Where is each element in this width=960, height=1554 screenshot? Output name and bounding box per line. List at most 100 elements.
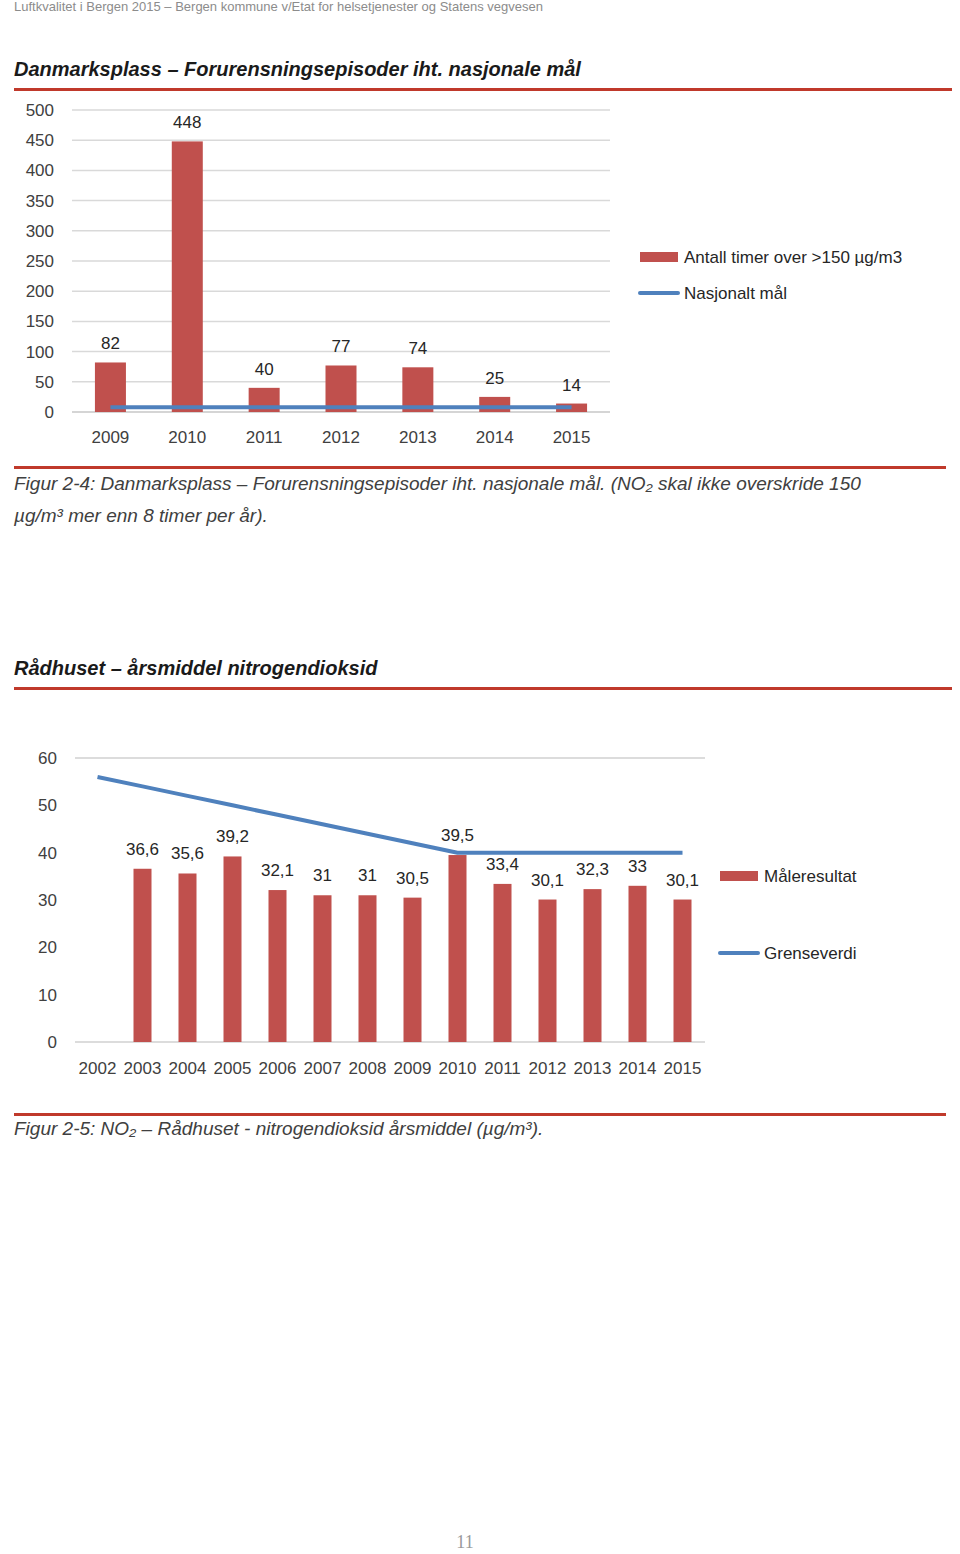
bar	[629, 886, 647, 1042]
caption-rule	[14, 1113, 946, 1116]
x-tick-label: 2012	[322, 428, 360, 447]
y-tick-label: 20	[38, 938, 57, 957]
plot-area	[98, 777, 692, 1042]
data-label: 35,6	[171, 844, 204, 863]
bar	[404, 898, 422, 1042]
caption-rule	[14, 466, 946, 469]
line	[110, 405, 571, 409]
y-tick-label: 30	[38, 891, 57, 910]
chart: Danmarksplass – Forurensningsepisoder ih…	[14, 58, 952, 469]
bar	[494, 884, 512, 1042]
legend-label: Grenseverdi	[764, 944, 857, 963]
bar	[224, 856, 242, 1042]
bar	[172, 141, 203, 412]
y-tick-label: 450	[26, 131, 54, 150]
y-tick-label: 100	[26, 343, 54, 362]
bar	[326, 365, 357, 412]
y-tick-label: 250	[26, 252, 54, 271]
data-label: 32,3	[576, 860, 609, 879]
grid-line	[72, 200, 610, 202]
data-label: 31	[358, 866, 377, 885]
chart: Rådhuset – årsmiddel nitrogendioksid 0 10 2…	[14, 657, 952, 1116]
x-tick-label: 2014	[619, 1059, 657, 1078]
data-label: 74	[408, 339, 427, 358]
y-tick-label: 0	[45, 403, 54, 422]
figure-caption: Figur 2-5: NO₂ – Rådhuset - nitrogendiok…	[14, 1113, 914, 1145]
x-tick-label: 2013	[399, 428, 437, 447]
data-label: 33,4	[486, 855, 519, 874]
y-tick-label: 10	[38, 986, 57, 1005]
title-rule	[14, 687, 952, 690]
grid-line	[72, 109, 610, 111]
data-label: 40	[255, 360, 274, 379]
data-label: 30,5	[396, 869, 429, 888]
x-tick-label: 2005	[214, 1059, 252, 1078]
legend-label: Antall timer over >150 µg/m3	[684, 248, 902, 267]
data-label: 33	[628, 857, 647, 876]
x-tick-label: 2010	[168, 428, 206, 447]
data-label: 31	[313, 866, 332, 885]
y-tick-label: 40	[38, 844, 57, 863]
x-tick-label: 2009	[394, 1059, 432, 1078]
x-tick-label: 2014	[476, 428, 514, 447]
bar	[269, 890, 287, 1042]
data-labels: 824484077742514	[101, 113, 581, 394]
y-tick-label: 0	[48, 1033, 57, 1052]
x-tick-label: 2006	[259, 1059, 297, 1078]
plot-area	[95, 141, 587, 412]
x-tick-label: 2003	[124, 1059, 162, 1078]
bar	[584, 889, 602, 1042]
y-tick-label: 150	[26, 312, 54, 331]
data-label: 39,2	[216, 827, 249, 846]
legend-swatch	[720, 871, 758, 881]
grid-line	[72, 139, 610, 141]
x-tick-label: 2011	[484, 1059, 521, 1078]
title-rule	[14, 88, 952, 91]
y-tick-label: 400	[26, 161, 54, 180]
data-label: 32,1	[261, 861, 294, 880]
bar	[359, 895, 377, 1042]
data-label: 14	[562, 376, 581, 395]
y-tick-label: 50	[38, 796, 57, 815]
y-tick-label: 500	[26, 101, 54, 120]
data-label: 448	[173, 113, 201, 132]
chart-title: Danmarksplass – Forurensningsepisoder ih…	[14, 58, 581, 80]
legend-swatch	[720, 951, 758, 955]
y-tick-label: 350	[26, 192, 54, 211]
y-tick-label: 300	[26, 222, 54, 241]
x-tick-label: 2009	[92, 428, 130, 447]
x-tick-label: 2012	[529, 1059, 567, 1078]
x-tick-label: 2008	[349, 1059, 387, 1078]
x-tick-label: 2002	[79, 1059, 117, 1078]
legend-swatch	[640, 252, 678, 262]
legend-label: Måleresultat	[764, 867, 857, 886]
x-tick-label: 2015	[664, 1059, 702, 1078]
chart-title: Rådhuset – årsmiddel nitrogendioksid	[14, 657, 378, 679]
x-axis-line	[75, 1041, 705, 1043]
y-tick-label: 60	[38, 749, 57, 768]
data-label: 25	[485, 369, 504, 388]
line	[98, 777, 683, 853]
grid-line	[72, 321, 610, 323]
bar	[95, 362, 126, 412]
grid-line	[72, 290, 610, 292]
bar	[449, 855, 467, 1042]
y-tick-label: 200	[26, 282, 54, 301]
bar	[674, 900, 692, 1042]
bar	[479, 397, 510, 412]
plot-frame-top	[75, 757, 705, 759]
bar	[314, 895, 332, 1042]
data-label: 36,6	[126, 840, 159, 859]
data-label: 30,1	[531, 871, 564, 890]
bar	[179, 873, 197, 1042]
x-tick-label: 2013	[574, 1059, 612, 1078]
page-canvas: Danmarksplass – Forurensningsepisoder ih…	[0, 0, 960, 1554]
legend-label: Nasjonalt mål	[684, 284, 787, 303]
data-labels: 36,635,639,232,1313130,539,533,430,132,3…	[126, 826, 699, 889]
x-tick-label: 2004	[169, 1059, 207, 1078]
grid-line	[72, 230, 610, 232]
bar	[539, 900, 557, 1042]
bar	[134, 869, 152, 1042]
grid-line	[72, 170, 610, 172]
legend-swatch	[640, 291, 678, 295]
